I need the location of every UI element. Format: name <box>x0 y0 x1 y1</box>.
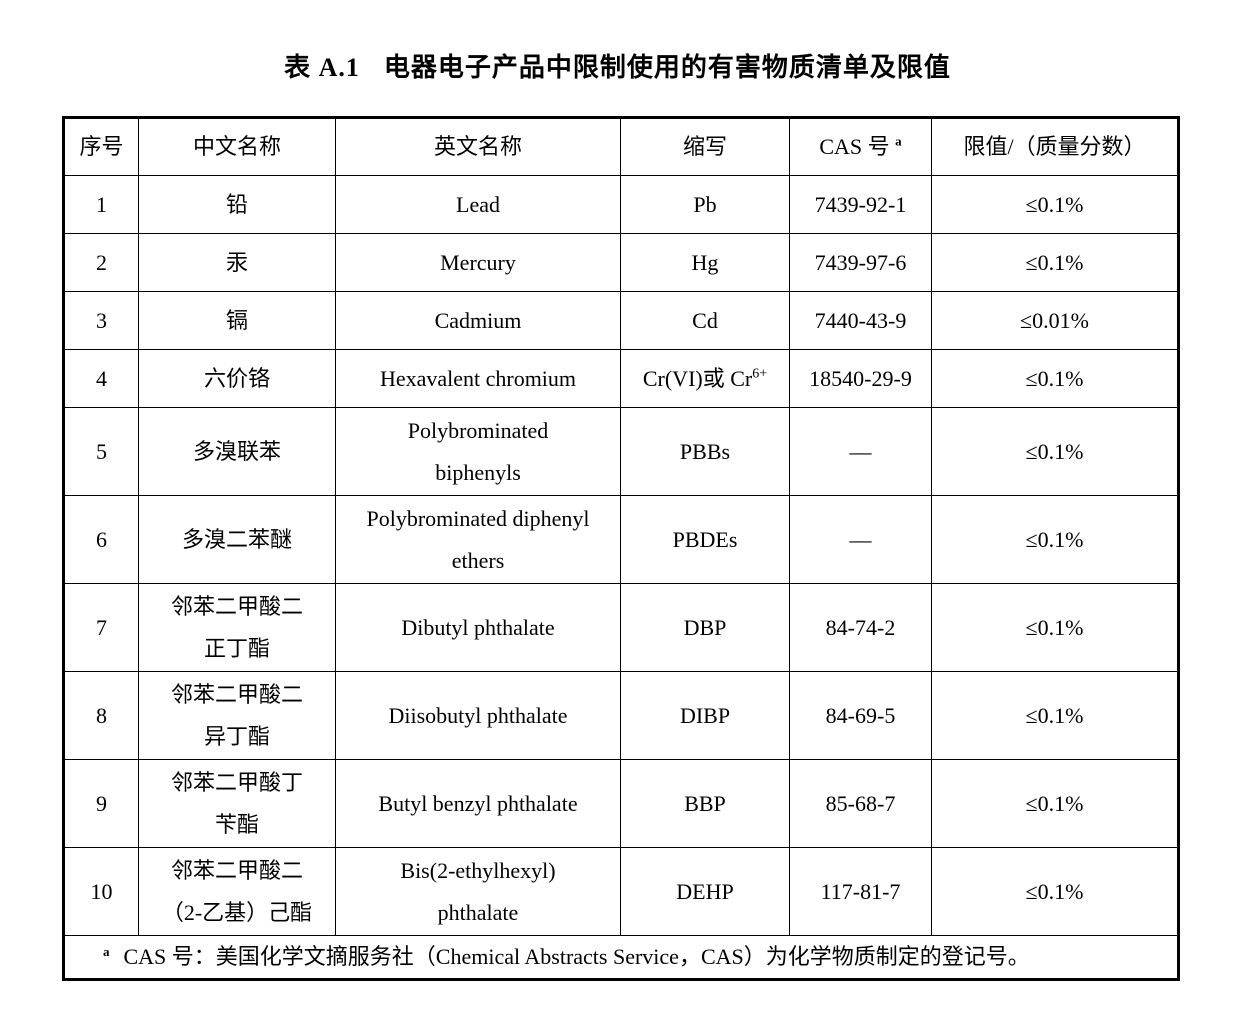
cell-limit: ≤0.1% <box>931 233 1179 292</box>
hazardous-substances-table: 序号 中文名称 英文名称 缩写 CAS 号 a 限值/（质量分数） 1 铅 Le… <box>62 116 1180 981</box>
cas-header-footnote-marker: a <box>895 133 902 149</box>
cell-index: 10 <box>63 847 139 936</box>
cell-chinese-name: 铅 <box>138 175 336 234</box>
cell-index: 4 <box>63 349 139 408</box>
abbreviation-text: Cr(VI)或 Cr <box>642 365 753 391</box>
table-row: 6 多溴二苯醚 Polybrominated diphenyl ethers P… <box>63 495 1179 584</box>
cell-cas-number: 117-81-7 <box>789 847 932 936</box>
table-title-text: 电器电子产品中限制使用的有害物质清单及限值 <box>383 53 951 82</box>
cell-cas-number: — <box>789 495 932 584</box>
cell-chinese-name: 邻苯二甲酸二 异丁酯 <box>138 671 336 760</box>
cas-header-label: CAS 号 <box>819 134 890 159</box>
col-header-limit: 限值/（质量分数） <box>931 117 1179 176</box>
cell-cas-number: — <box>789 407 932 496</box>
cell-limit: ≤0.1% <box>931 671 1179 760</box>
footnote-marker: a <box>103 943 110 959</box>
cell-limit: ≤0.1% <box>931 847 1179 936</box>
table-number: 表 A.1 <box>284 53 360 82</box>
cell-abbreviation: Cr(VI)或 Cr6+ <box>620 349 790 408</box>
cell-english-name: Polybrominated diphenyl ethers <box>335 495 621 584</box>
cell-chinese-name: 邻苯二甲酸二 （2-乙基）己酯 <box>138 847 336 936</box>
table-row: 2 汞 Mercury Hg 7439-97-6 ≤0.1% <box>63 233 1179 292</box>
cell-index: 7 <box>63 583 139 672</box>
cell-chinese-name: 镉 <box>138 291 336 350</box>
cell-english-name: Hexavalent chromium <box>335 349 621 408</box>
cell-index: 5 <box>63 407 139 496</box>
cell-abbreviation: Pb <box>620 175 790 234</box>
cell-abbreviation: DBP <box>620 583 790 672</box>
cell-abbreviation: DIBP <box>620 671 790 760</box>
table-row: 10 邻苯二甲酸二 （2-乙基）己酯 Bis(2-ethylhexyl) pht… <box>63 847 1179 936</box>
table-row: 3 镉 Cadmium Cd 7440-43-9 ≤0.01% <box>63 291 1179 350</box>
cell-abbreviation: Hg <box>620 233 790 292</box>
cell-english-name: Lead <box>335 175 621 234</box>
cell-abbreviation: BBP <box>620 759 790 848</box>
cell-limit: ≤0.1% <box>931 583 1179 672</box>
cell-abbreviation: PBDEs <box>620 495 790 584</box>
col-header-abbreviation: 缩写 <box>620 117 790 176</box>
cell-cas-number: 18540-29-9 <box>789 349 932 408</box>
cell-abbreviation: Cd <box>620 291 790 350</box>
cell-index: 8 <box>63 671 139 760</box>
col-header-cas-number: CAS 号 a <box>789 117 932 176</box>
col-header-index: 序号 <box>63 117 139 176</box>
cell-english-name: Butyl benzyl phthalate <box>335 759 621 848</box>
cell-english-name: Mercury <box>335 233 621 292</box>
cell-index: 6 <box>63 495 139 584</box>
table-row: 4 六价铬 Hexavalent chromium Cr(VI)或 Cr6+ 1… <box>63 349 1179 408</box>
col-header-english-name: 英文名称 <box>335 117 621 176</box>
cell-cas-number: 7439-97-6 <box>789 233 932 292</box>
cell-index: 1 <box>63 175 139 234</box>
footnote-row: a CAS 号：美国化学文摘服务社（Chemical Abstracts Serv… <box>63 935 1179 980</box>
col-header-chinese-name: 中文名称 <box>138 117 336 176</box>
cell-cas-number: 84-69-5 <box>789 671 932 760</box>
cell-abbreviation: PBBs <box>620 407 790 496</box>
cell-english-name: Bis(2-ethylhexyl) phthalate <box>335 847 621 936</box>
chromium-charge-superscript: 6+ <box>752 366 768 382</box>
cell-english-name: Cadmium <box>335 291 621 350</box>
cell-limit: ≤0.1% <box>931 759 1179 848</box>
cell-chinese-name: 六价铬 <box>138 349 336 408</box>
cell-chinese-name: 邻苯二甲酸丁 苄酯 <box>138 759 336 848</box>
cell-cas-number: 7439-92-1 <box>789 175 932 234</box>
cell-limit: ≤0.1% <box>931 407 1179 496</box>
cell-chinese-name: 汞 <box>138 233 336 292</box>
cell-chinese-name: 多溴联苯 <box>138 407 336 496</box>
cell-cas-number: 7440-43-9 <box>789 291 932 350</box>
header-row: 序号 中文名称 英文名称 缩写 CAS 号 a 限值/（质量分数） <box>63 117 1179 176</box>
table-row: 7 邻苯二甲酸二 正丁酯 Dibutyl phthalate DBP 84-74… <box>63 583 1179 672</box>
table-row: 9 邻苯二甲酸丁 苄酯 Butyl benzyl phthalate BBP 8… <box>63 759 1179 848</box>
table-row: 1 铅 Lead Pb 7439-92-1 ≤0.1% <box>63 175 1179 234</box>
table-footnote: a CAS 号：美国化学文摘服务社（Chemical Abstracts Serv… <box>63 935 1179 980</box>
cell-limit: ≤0.1% <box>931 175 1179 234</box>
cell-index: 3 <box>63 291 139 350</box>
cell-cas-number: 84-74-2 <box>789 583 932 672</box>
table-row: 5 多溴联苯 Polybrominated biphenyls PBBs — ≤… <box>63 407 1179 496</box>
cell-limit: ≤0.1% <box>931 495 1179 584</box>
cell-english-name: Diisobutyl phthalate <box>335 671 621 760</box>
table-row: 8 邻苯二甲酸二 异丁酯 Diisobutyl phthalate DIBP 8… <box>63 671 1179 760</box>
cell-english-name: Polybrominated biphenyls <box>335 407 621 496</box>
cell-limit: ≤0.1% <box>931 349 1179 408</box>
table-caption: 表 A.1 电器电子产品中限制使用的有害物质清单及限值 <box>0 52 1235 84</box>
footnote-text: CAS 号：美国化学文摘服务社（Chemical Abstracts Servi… <box>123 944 1030 969</box>
cell-index: 2 <box>63 233 139 292</box>
cell-english-name: Dibutyl phthalate <box>335 583 621 672</box>
cell-chinese-name: 多溴二苯醚 <box>138 495 336 584</box>
cell-cas-number: 85-68-7 <box>789 759 932 848</box>
cell-index: 9 <box>63 759 139 848</box>
cell-chinese-name: 邻苯二甲酸二 正丁酯 <box>138 583 336 672</box>
cell-abbreviation: DEHP <box>620 847 790 936</box>
cell-limit: ≤0.01% <box>931 291 1179 350</box>
